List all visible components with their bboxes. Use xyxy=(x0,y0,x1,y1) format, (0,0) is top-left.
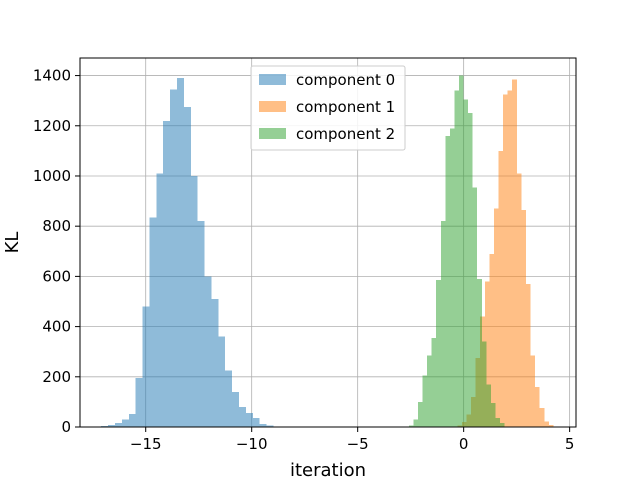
histogram-bar xyxy=(544,421,549,427)
histogram-bar xyxy=(427,355,432,427)
histogram-bar xyxy=(245,413,253,427)
histogram-bar xyxy=(481,341,487,427)
histogram-bar xyxy=(490,403,496,427)
legend-swatch xyxy=(259,74,286,85)
legend-label: component 0 xyxy=(296,71,395,89)
legend: component 0 component 1 component 2 xyxy=(250,65,406,151)
y-axis-label: KL xyxy=(2,232,23,254)
histogram-bar xyxy=(458,75,464,428)
histogram-bar xyxy=(431,337,437,427)
histogram-bar xyxy=(142,306,150,427)
histogram-bars xyxy=(101,75,554,428)
histogram-bar xyxy=(539,408,545,427)
histogram-bar xyxy=(190,175,198,427)
histogram-bar xyxy=(449,128,455,428)
y-tick-label: 800 xyxy=(42,217,71,235)
histogram-bar xyxy=(521,209,526,427)
histogram-bar xyxy=(440,221,446,427)
histogram-bar xyxy=(135,378,143,427)
histogram-bar xyxy=(489,253,494,427)
legend-label: component 1 xyxy=(296,98,395,116)
histogram-bar xyxy=(408,425,414,427)
series-2 xyxy=(404,75,505,428)
x-tick-label: −5 xyxy=(347,435,369,453)
x-axis-label: iteration xyxy=(290,460,366,480)
histogram-bar xyxy=(156,173,164,427)
y-tick-label: 600 xyxy=(42,267,71,285)
histogram-bar xyxy=(204,276,212,427)
histogram-bar xyxy=(445,135,450,427)
histogram-bar xyxy=(516,173,522,427)
y-tick-label: 0 xyxy=(61,418,71,436)
histogram-bar xyxy=(266,425,274,427)
histogram-bar xyxy=(128,413,136,427)
y-tick-label: 400 xyxy=(42,318,71,336)
legend-swatch xyxy=(259,128,286,139)
x-tick-label: −15 xyxy=(130,435,162,453)
y-tick-label: 200 xyxy=(42,368,71,386)
histogram-bar xyxy=(503,94,508,428)
y-tick-label: 1400 xyxy=(33,67,71,85)
histogram-bar xyxy=(225,370,233,427)
histogram-bar xyxy=(422,375,428,427)
histogram-bar xyxy=(417,401,423,427)
histogram-bar xyxy=(211,298,219,427)
histogram-bar xyxy=(495,418,501,427)
histogram-bar xyxy=(468,113,473,427)
histogram-bar xyxy=(512,79,517,427)
histogram-bar xyxy=(218,336,226,427)
series-0 xyxy=(101,78,274,428)
axis-ticks: −15 −10 −5 0 5 0 200 400 600 800 1000 1200 1400 xyxy=(33,67,575,453)
x-tick-label: 5 xyxy=(565,435,575,453)
legend-label: component 2 xyxy=(296,125,395,143)
histogram-bar xyxy=(108,424,115,427)
plot-frame xyxy=(79,57,577,428)
histogram-bar xyxy=(413,419,418,427)
histogram-bar xyxy=(252,418,260,427)
histogram-bar xyxy=(548,424,554,427)
histogram-bar xyxy=(197,221,205,427)
histogram-bar xyxy=(238,406,246,427)
histogram-bar xyxy=(176,78,184,427)
histogram-bar xyxy=(170,89,177,427)
histogram-bar xyxy=(530,355,536,427)
histogram-bar xyxy=(525,283,531,427)
legend-swatch xyxy=(259,101,286,112)
x-tick-label: 0 xyxy=(459,435,469,453)
histogram-bar xyxy=(163,120,171,428)
histogram-bar xyxy=(472,187,478,427)
histogram-bar xyxy=(507,90,513,427)
histogram-bar xyxy=(149,217,157,427)
histogram-bar xyxy=(500,423,505,427)
y-tick-label: 1200 xyxy=(33,117,71,135)
histogram-bar xyxy=(114,423,122,427)
histogram-bar xyxy=(121,419,129,427)
histogram-bar xyxy=(259,423,267,427)
legend-box xyxy=(250,65,406,151)
histogram-bar xyxy=(486,384,491,427)
histogram-bar xyxy=(477,278,482,427)
histogram-bar xyxy=(484,281,490,427)
histogram-bar xyxy=(493,208,499,427)
histogram-bar xyxy=(498,150,504,427)
histogram-bar xyxy=(232,391,239,427)
histogram-bar xyxy=(436,280,441,427)
histogram-bar xyxy=(463,99,469,427)
y-tick-label: 1000 xyxy=(33,167,71,185)
histogram-bar xyxy=(183,106,191,428)
x-tick-label: −10 xyxy=(236,435,268,453)
histogram-bar xyxy=(535,386,540,427)
histogram-bar xyxy=(454,90,459,427)
